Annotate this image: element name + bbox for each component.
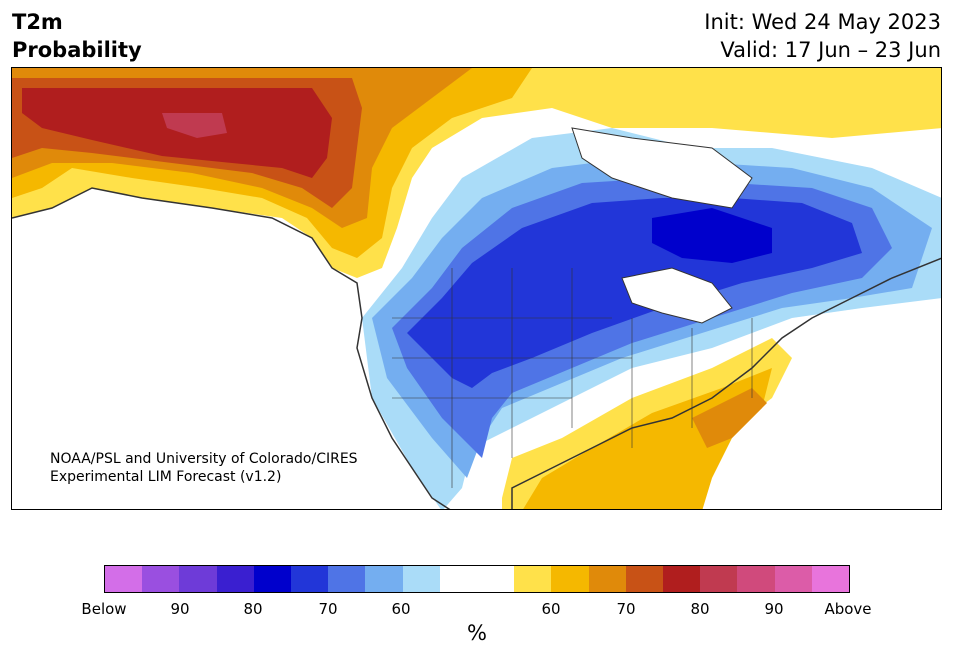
probability-title: Probability <box>12 38 142 62</box>
colorbar-segment <box>253 566 292 592</box>
colorbar-segment <box>402 566 440 592</box>
colorbar-segment <box>625 566 664 592</box>
colorbar-segment <box>514 566 552 592</box>
colorbar-segment <box>737 566 775 592</box>
colorbar-segment <box>216 566 254 592</box>
colorbar-tick-label: 70 <box>616 600 636 618</box>
colorbar-segment <box>588 566 626 592</box>
colorbar-tick-label: 60 <box>391 600 411 618</box>
variable-title: T2m <box>12 10 63 34</box>
colorbar-segment <box>774 566 812 592</box>
colorbar-segment <box>700 566 738 592</box>
colorbar <box>104 565 850 593</box>
colorbar-tick-label: 90 <box>170 600 190 618</box>
title-left: T2m Probability <box>12 8 142 64</box>
credit-line-1: NOAA/PSL and University of Colorado/CIRE… <box>50 451 358 467</box>
credit-text: NOAA/PSL and University of Colorado/CIRE… <box>50 450 358 486</box>
colorbar-segment <box>811 566 850 592</box>
colorbar-segment <box>365 566 403 592</box>
warm-region-80 <box>22 88 332 178</box>
colorbar-segment <box>291 566 329 592</box>
colorbar-segment <box>105 566 143 592</box>
map-panel: NOAA/PSL and University of Colorado/CIRE… <box>11 67 942 510</box>
colorbar-segment <box>663 566 701 592</box>
colorbar-tick-label: 60 <box>541 600 561 618</box>
colorbar-tick-label: 80 <box>243 600 263 618</box>
colorbar-segment <box>551 566 589 592</box>
state-borders <box>392 268 753 488</box>
colorbar-ticks: Below 90 80 70 60 60 70 80 90 Above <box>0 600 953 620</box>
colorbar-tick-label: Below <box>81 600 127 618</box>
colorbar-segment <box>179 566 217 592</box>
warm-southeast-70 <box>692 388 767 448</box>
colorbar-tick-label: 90 <box>764 600 784 618</box>
colorbar-tick-label: Above <box>824 600 872 618</box>
colorbar-segment <box>439 566 478 592</box>
credit-line-2: Experimental LIM Forecast (v1.2) <box>50 469 282 485</box>
colorbar-segment <box>328 566 366 592</box>
warm-southeast-65 <box>523 368 772 509</box>
colorbar-segment <box>477 566 515 592</box>
colorbar-unit-label: % <box>467 621 487 645</box>
probability-map <box>12 68 941 509</box>
valid-range: Valid: 17 Jun – 23 Jun <box>720 38 941 62</box>
great-lakes <box>621 267 733 324</box>
hudson-bay <box>571 127 753 209</box>
colorbar-tick-label: 80 <box>690 600 710 618</box>
title-right: Init: Wed 24 May 2023 Valid: 17 Jun – 23… <box>704 8 941 64</box>
warm-region-85 <box>162 113 227 138</box>
colorbar-segment <box>142 566 180 592</box>
cold-region-80 <box>652 208 772 263</box>
init-date: Init: Wed 24 May 2023 <box>704 10 941 34</box>
coastline <box>12 187 941 509</box>
colorbar-tick-label: 70 <box>318 600 338 618</box>
